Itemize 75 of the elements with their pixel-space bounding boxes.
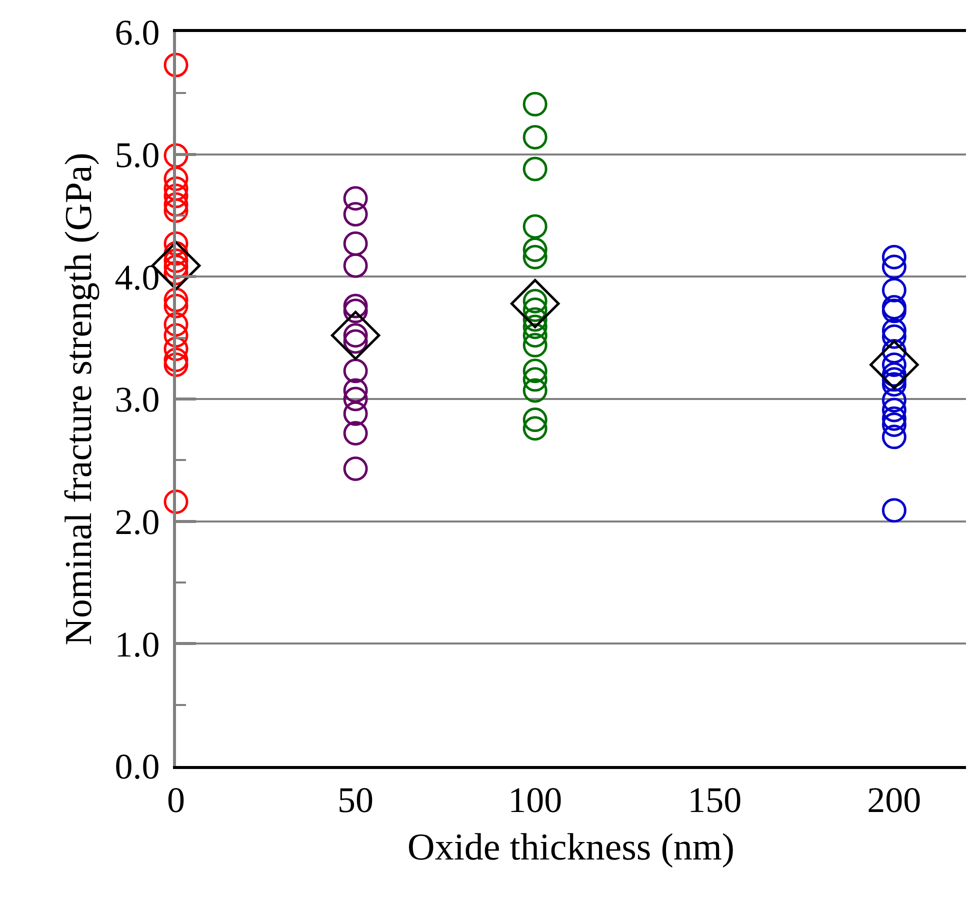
point [164, 288, 188, 312]
point [882, 398, 906, 422]
point [164, 348, 188, 372]
y-tick-label: 5.0 [114, 134, 160, 175]
point [164, 192, 188, 217]
point [164, 490, 188, 514]
y-tick-label: 6.0 [114, 12, 160, 53]
point [522, 156, 548, 182]
point [164, 184, 188, 208]
x-tick-label: 100 [508, 780, 562, 820]
point [343, 386, 368, 412]
point [330, 310, 380, 360]
y-tick-label: 1.0 [114, 624, 160, 664]
point [522, 124, 548, 150]
point [522, 358, 548, 384]
point [343, 186, 368, 211]
point [343, 202, 368, 227]
point [882, 498, 906, 523]
point [164, 294, 188, 318]
point [164, 352, 188, 377]
point [522, 332, 548, 358]
point [343, 294, 368, 318]
point [164, 336, 188, 362]
point [522, 367, 548, 392]
point [522, 92, 548, 116]
point [164, 52, 188, 78]
point [882, 295, 906, 320]
point [343, 358, 368, 384]
point [522, 307, 548, 332]
point [882, 244, 906, 270]
point [164, 166, 188, 192]
point [343, 456, 368, 481]
point [522, 323, 548, 348]
point [882, 278, 906, 302]
x-tick-label: 200 [867, 780, 922, 820]
x-axis-title: Oxide thickness (nm) [407, 826, 735, 868]
point [882, 367, 906, 392]
point [164, 143, 188, 168]
point [522, 314, 548, 340]
point [522, 214, 548, 239]
x-tick-label: 0 [167, 780, 185, 820]
point [164, 323, 188, 348]
point [522, 238, 548, 262]
x-tick-label: 150 [688, 780, 742, 820]
point [343, 401, 368, 426]
y-tick-label: 0.0 [114, 746, 160, 787]
point [343, 298, 368, 324]
point [522, 244, 548, 270]
point [882, 298, 906, 324]
y-axis-title: Nominal fracture strength (GPa) [58, 152, 100, 646]
point [343, 253, 368, 278]
point [164, 312, 188, 337]
point [522, 416, 548, 441]
point [522, 408, 548, 432]
point [882, 424, 906, 450]
point [882, 372, 906, 397]
y-tick-label: 2.0 [114, 502, 160, 542]
point [522, 378, 548, 403]
point [510, 278, 560, 328]
x-tick-label: 50 [338, 780, 374, 820]
point [882, 412, 906, 437]
point [870, 340, 919, 390]
point [164, 231, 188, 256]
point [164, 198, 188, 223]
point [882, 324, 906, 349]
point [343, 231, 368, 256]
y-tick-label: 3.0 [114, 380, 160, 420]
y-tick-label: 4.0 [114, 257, 160, 298]
point [343, 421, 368, 446]
point [164, 176, 188, 201]
point [882, 254, 906, 280]
point [343, 378, 368, 403]
point [882, 388, 906, 412]
point [882, 318, 906, 343]
point [882, 406, 906, 431]
